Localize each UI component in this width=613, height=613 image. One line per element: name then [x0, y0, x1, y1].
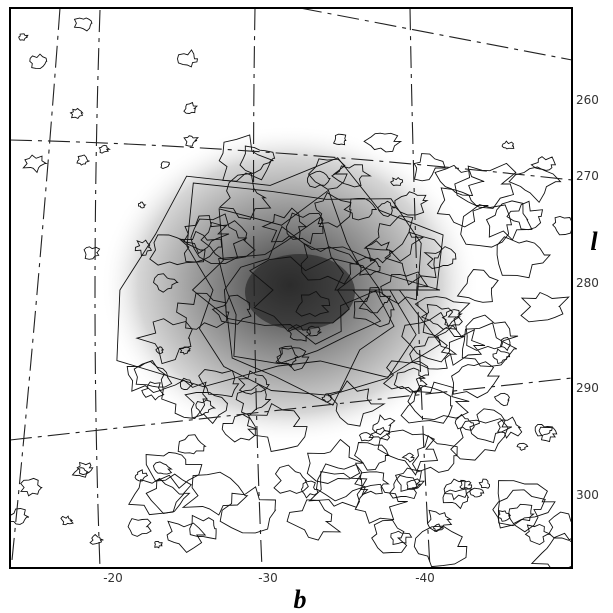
tick-label: 300	[576, 488, 599, 502]
tick-label: -20	[103, 571, 123, 585]
tick-label: 280	[576, 276, 599, 290]
l-axis-label: l	[590, 227, 598, 256]
b-ticks: -20 -30 -40	[103, 571, 435, 585]
l-ticks: 260 270 280 290 300	[576, 93, 599, 502]
tick-label: 260	[576, 93, 599, 107]
map-area	[7, 8, 586, 572]
tick-label: -30	[258, 571, 278, 585]
tick-label: 290	[576, 381, 599, 395]
sky-map: -20 -30 -40 260 270 280 290 300 b l	[0, 0, 613, 613]
b-axis-label: b	[294, 585, 307, 613]
tick-label: -40	[415, 571, 435, 585]
tick-label: 270	[576, 169, 599, 183]
